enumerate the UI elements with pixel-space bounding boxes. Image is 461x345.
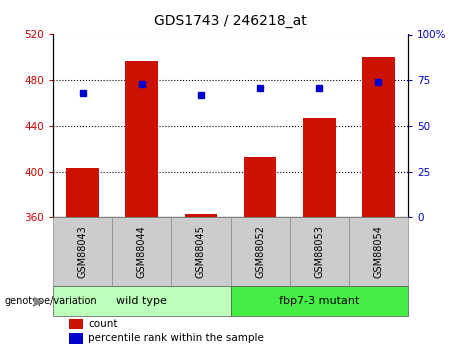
Bar — [185, 214, 217, 217]
Bar — [349, 217, 408, 286]
Bar — [290, 217, 349, 286]
Bar — [244, 157, 276, 217]
Text: ▶: ▶ — [34, 295, 44, 307]
Text: GDS1743 / 246218_at: GDS1743 / 246218_at — [154, 14, 307, 28]
Text: fbp7-3 mutant: fbp7-3 mutant — [279, 296, 360, 306]
Bar — [125, 61, 158, 217]
Bar — [53, 217, 112, 286]
Bar — [303, 118, 336, 217]
Text: GSM88054: GSM88054 — [373, 225, 384, 278]
Text: GSM88045: GSM88045 — [196, 225, 206, 278]
Bar — [69, 319, 83, 329]
Text: GSM88044: GSM88044 — [137, 226, 147, 278]
Text: GSM88053: GSM88053 — [314, 225, 324, 278]
Bar — [112, 217, 171, 286]
Bar — [230, 217, 290, 286]
Bar — [69, 333, 83, 344]
Bar — [362, 57, 395, 217]
Text: genotype/variation: genotype/variation — [5, 296, 97, 306]
Bar — [53, 286, 230, 316]
Bar — [230, 286, 408, 316]
Bar — [171, 217, 230, 286]
Text: count: count — [88, 319, 118, 329]
Text: wild type: wild type — [116, 296, 167, 306]
Text: GSM88043: GSM88043 — [77, 226, 88, 278]
Text: percentile rank within the sample: percentile rank within the sample — [88, 333, 264, 343]
Bar — [66, 168, 99, 217]
Text: GSM88052: GSM88052 — [255, 225, 265, 278]
